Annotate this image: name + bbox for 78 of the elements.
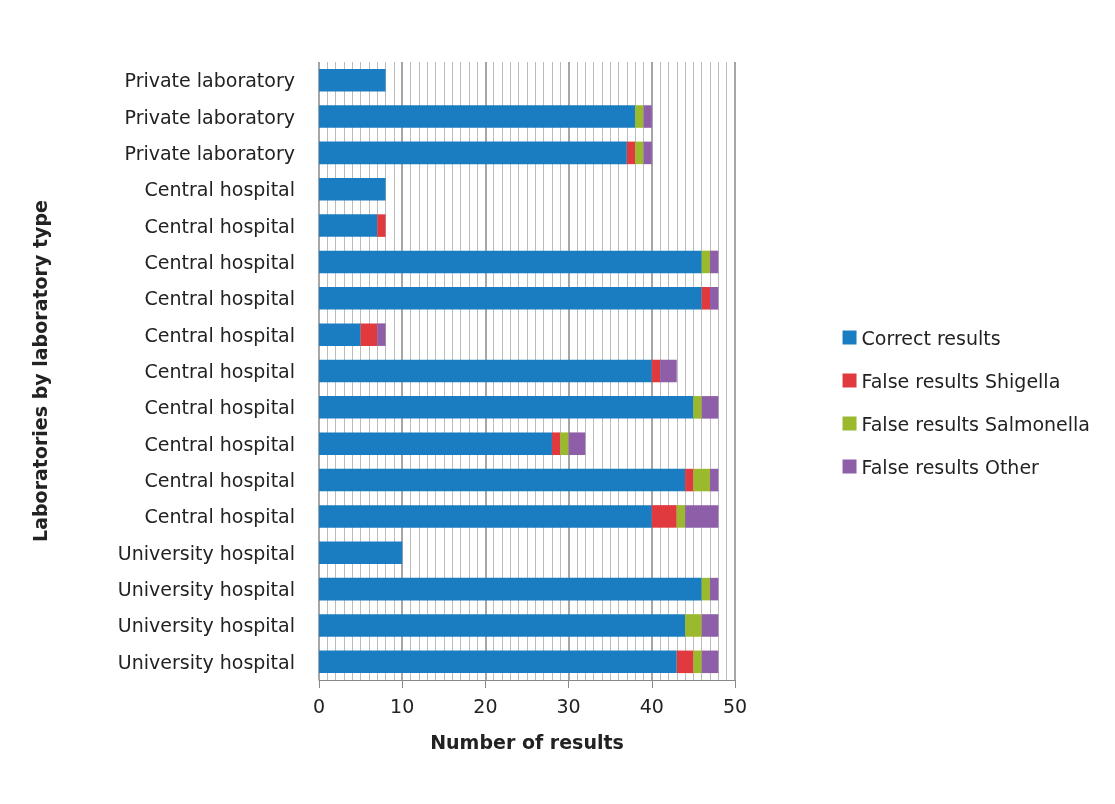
bar — [319, 214, 378, 237]
y-tick-label: Central hospital — [144, 432, 295, 455]
legend-label: False results Shigella — [861, 369, 1061, 392]
bar — [568, 432, 586, 455]
bar — [651, 505, 677, 528]
y-tick-label: Central hospital — [144, 396, 295, 419]
bar — [676, 505, 686, 528]
bar — [701, 287, 711, 310]
bar — [685, 468, 694, 492]
bar — [643, 141, 652, 165]
bar — [701, 396, 719, 419]
bar — [319, 614, 686, 637]
bar — [319, 541, 403, 565]
bar — [710, 287, 719, 310]
legend-label: Correct results — [861, 326, 1001, 349]
x-tick-label: 0 — [312, 694, 326, 717]
bar — [660, 359, 677, 383]
bar — [319, 287, 702, 310]
bar — [693, 468, 711, 492]
bar — [701, 577, 711, 601]
y-tick-label: Central hospital — [144, 360, 295, 382]
bar — [319, 68, 386, 92]
bar — [693, 650, 702, 674]
x-tick-label: 10 — [390, 694, 415, 717]
bar — [560, 432, 569, 455]
y-tick-label: Private laboratory — [124, 141, 295, 164]
bar — [693, 396, 702, 419]
bar — [360, 323, 378, 346]
bar — [651, 359, 661, 383]
bar — [710, 250, 719, 274]
x-tick-label: 30 — [556, 694, 581, 717]
bar — [319, 468, 686, 492]
x-tick-label: 40 — [639, 694, 664, 717]
bar — [635, 105, 644, 128]
bar — [377, 214, 386, 237]
bar — [319, 359, 652, 383]
y-tick-label: Private laboratory — [124, 105, 295, 128]
y-tick-label: University hospital — [117, 541, 295, 564]
bar — [551, 432, 561, 455]
bar — [626, 141, 636, 165]
bar — [685, 505, 719, 528]
bar — [710, 577, 719, 601]
y-tick-label: Central hospital — [144, 250, 295, 273]
bar — [319, 505, 652, 528]
y-tick-label: Private laboratory — [124, 69, 295, 92]
bar — [701, 250, 711, 274]
bar — [635, 141, 644, 165]
y-tick-label: University hospital — [117, 614, 295, 637]
y-tick-label: Central hospital — [144, 505, 295, 528]
y-tick-label: Central hospital — [144, 323, 295, 346]
bar — [319, 396, 694, 419]
bar — [701, 650, 719, 674]
bar — [319, 141, 627, 165]
x-axis-title: Number of results — [430, 730, 624, 753]
bar — [319, 323, 361, 346]
bar — [319, 577, 702, 601]
y-tick-label: Central hospital — [144, 469, 295, 492]
x-tick-label: 20 — [473, 694, 498, 717]
bar — [710, 468, 719, 492]
y-tick-label: Central hospital — [144, 287, 295, 310]
x-tick-label: 50 — [722, 694, 748, 717]
y-tick-label: University hospital — [117, 650, 295, 673]
bar — [676, 650, 694, 674]
bar — [319, 177, 386, 201]
y-tick-label: Central hospital — [144, 214, 295, 237]
legend-label: False results Salmonella — [861, 412, 1091, 435]
y-axis-title: Laboratories by laboratory type — [28, 200, 51, 542]
bar — [685, 614, 702, 637]
bar — [319, 250, 702, 274]
bar — [319, 650, 677, 674]
bar — [319, 432, 552, 455]
bar — [377, 323, 386, 346]
bar — [643, 105, 652, 128]
y-tick-label: Central hospital — [144, 178, 295, 201]
bar — [319, 105, 636, 128]
legend-label: False results Other — [861, 455, 1040, 478]
bar — [701, 614, 719, 637]
y-tick-label: University hospital — [117, 578, 295, 601]
